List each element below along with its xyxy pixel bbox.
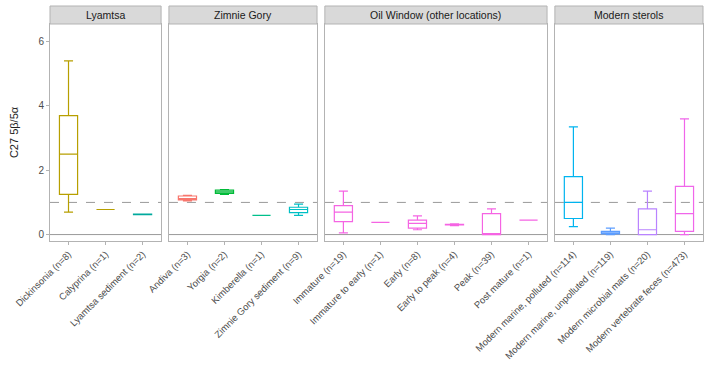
svg-text:Kimberella (n=1): Kimberella (n=1) <box>209 249 266 306</box>
svg-text:Calyprina (n=1): Calyprina (n=1) <box>56 249 110 303</box>
svg-text:Lyamtsa sediment (n=2): Lyamtsa sediment (n=2) <box>68 249 148 329</box>
svg-text:Early to peak (n=4): Early to peak (n=4) <box>395 249 460 314</box>
svg-text:Modern sterols: Modern sterols <box>594 9 663 21</box>
svg-text:Immature (n=19): Immature (n=19) <box>291 249 349 307</box>
svg-text:Andiva (n=3): Andiva (n=3) <box>146 249 192 295</box>
svg-text:Early (n=8): Early (n=8) <box>381 249 422 290</box>
svg-text:Modern vertebrate feces (n=473: Modern vertebrate feces (n=473) <box>583 249 689 355</box>
svg-text:Peak (n=39): Peak (n=39) <box>452 249 497 294</box>
svg-text:Modern marine, polluted (n=114: Modern marine, polluted (n=114) <box>473 249 578 354</box>
svg-text:0: 0 <box>38 229 44 240</box>
svg-text:6: 6 <box>38 36 44 47</box>
svg-text:4: 4 <box>38 100 44 111</box>
svg-text:Zimnie Gory: Zimnie Gory <box>214 9 272 21</box>
svg-text:C27 5β/5α: C27 5β/5α <box>8 106 20 158</box>
svg-text:Lyamtsa: Lyamtsa <box>86 9 125 21</box>
svg-text:Post mature (n=1): Post mature (n=1) <box>472 249 534 311</box>
svg-text:Modern microbial mats (n=20): Modern microbial mats (n=20) <box>555 249 652 346</box>
svg-text:Dickinsonia (n=8): Dickinsonia (n=8) <box>13 249 73 309</box>
svg-text:Modern marine, unpolluted (n=1: Modern marine, unpolluted (n=119) <box>503 249 615 361</box>
svg-text:Immature to early (n=1): Immature to early (n=1) <box>307 249 385 327</box>
svg-text:Zimnie Gory sediment (n=9): Zimnie Gory sediment (n=9) <box>212 249 303 340</box>
svg-text:Oil Window (other locations): Oil Window (other locations) <box>370 9 501 21</box>
svg-text:Yorgia (n=2): Yorgia (n=2) <box>185 249 229 293</box>
svg-text:2: 2 <box>38 165 44 176</box>
